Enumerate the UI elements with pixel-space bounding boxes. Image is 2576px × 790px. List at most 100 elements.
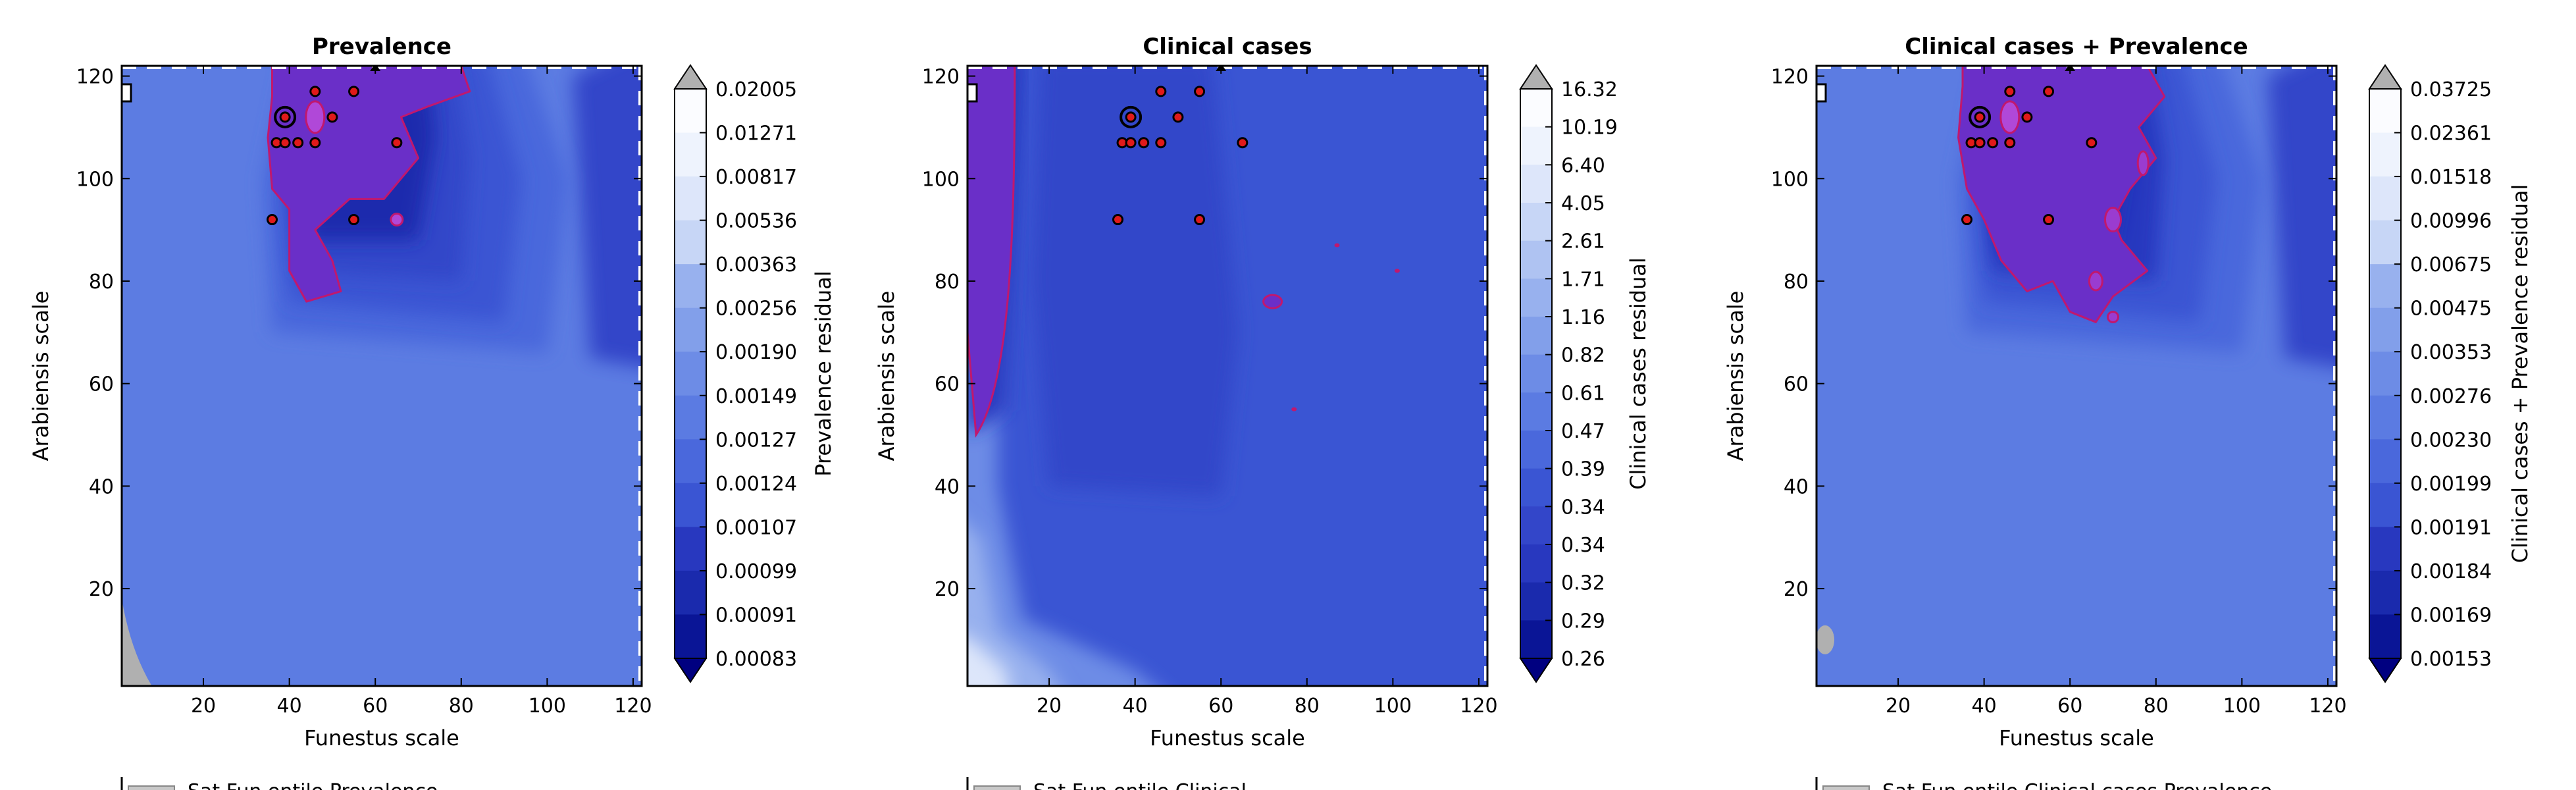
colorbar-tick-label-12: 0.00169 [2410, 604, 2492, 627]
x-tick-label-5: 120 [1460, 695, 1497, 718]
sample-point-5 [1194, 214, 1206, 226]
x-axis-label: Funestus scale [1150, 725, 1305, 750]
colorbar-segment-4 [2369, 264, 2401, 309]
minimum-speck-1 [1394, 269, 1400, 273]
sample-point-7 [348, 86, 360, 97]
heatmap-field [1816, 66, 2336, 686]
colorbar-segment-6 [2369, 352, 2401, 396]
x-tick-label-1: 40 [1123, 695, 1148, 718]
best-fit-point [279, 111, 291, 123]
colorbar-tick-label-2: 6.40 [1561, 154, 1605, 177]
colorbar-segment-8 [1520, 392, 1552, 431]
x-tick-label-3: 80 [2144, 695, 2169, 718]
sample-point-4 [267, 214, 278, 226]
best-fit-point [1125, 111, 1137, 123]
colorbar-tick-label-7: 0.00149 [715, 385, 797, 408]
colorbar-tick-label-9: 0.47 [1561, 420, 1605, 443]
y-tick-label-4: 100 [1771, 168, 1809, 191]
colorbar-segment-2 [2369, 176, 2401, 221]
best-fit-marker [274, 105, 297, 128]
y-tick-label-1: 40 [1784, 475, 1809, 498]
colorbar-segment-2 [1520, 165, 1552, 203]
colorbar-segment-0 [1520, 89, 1552, 128]
colorbar-label: Prevalence residual [811, 271, 836, 477]
y-tick-label-1: 40 [89, 475, 114, 498]
colorbar-tick-label-5: 0.00256 [715, 298, 797, 321]
sample-point-3 [1155, 137, 1167, 149]
y-tick-label-4: 100 [922, 168, 960, 191]
colorbar-frame [674, 88, 707, 659]
colorbar-segment-12 [2369, 614, 2401, 659]
colorbar-over-triangle [673, 64, 708, 90]
colorbar-tick-label-4: 0.00675 [2410, 253, 2492, 276]
y-tick-label-4: 100 [76, 168, 114, 191]
colorbar-tick-label-11: 0.00184 [2410, 560, 2492, 583]
chart-title: Clinical cases [1143, 34, 1312, 60]
colorbar-segment-5 [1520, 278, 1552, 317]
over-range-region [1816, 625, 1835, 654]
colorbar-tick-label-5: 1.71 [1561, 268, 1605, 291]
colorbar-segment-0 [2369, 89, 2401, 134]
colorbar-tick-label-6: 1.16 [1561, 306, 1605, 329]
colorbar-segment-5 [675, 307, 706, 353]
legend-text: Sat Fun entile Clinical [1033, 780, 1247, 790]
colorbar-tick-label-1: 0.01271 [715, 122, 797, 145]
colorbar-tick-label-3: 0.00996 [2410, 210, 2492, 233]
x-tick-label-1: 40 [277, 695, 302, 718]
y-tick-label-0: 20 [1784, 578, 1809, 601]
minimum-residual-region [967, 66, 1016, 438]
colorbar-segment-0 [675, 89, 706, 134]
colorbar-tick-label-0: 0.02005 [715, 78, 797, 101]
sample-point-7 [2043, 86, 2055, 97]
legend-text: Sat Fun entile Prevalence [188, 780, 438, 790]
x-axis-label: Funestus scale [1999, 725, 2154, 750]
colorbar-tick-label-5: 0.00475 [2410, 298, 2492, 321]
x-tick-label-2: 60 [2057, 695, 2082, 718]
colorbar-segment-11 [1520, 506, 1552, 545]
colorbar-over-triangle [1519, 64, 1553, 90]
colorbar-label: Clinical cases residual [1626, 257, 1651, 490]
x-tick-label-0: 20 [1886, 695, 1911, 718]
colorbar-segment-5 [2369, 307, 2401, 353]
colorbar-segment-2 [675, 176, 706, 221]
colorbar-segment-9 [675, 483, 706, 528]
colorbar: 0.02005 0.01271 0.00817 0.00536 0.00363 0.002… [673, 64, 836, 683]
x-tick-label-0: 20 [191, 695, 216, 718]
colorbar-segment-13 [1520, 582, 1552, 621]
colorbar-segment-11 [675, 570, 706, 616]
colorbar-segment-1 [2369, 132, 2401, 178]
y-tick-label-5: 120 [1771, 66, 1809, 89]
colorbar-tick-label-10: 0.00107 [715, 516, 797, 539]
x-tick-label-2: 60 [363, 695, 388, 718]
legend-corner-box [967, 83, 978, 103]
legend-corner-box [122, 83, 132, 103]
sample-point-8 [1172, 111, 1184, 123]
colorbar-frame [1520, 88, 1553, 659]
sample-point-6 [309, 86, 321, 97]
colorbar-segment-8 [2369, 439, 2401, 484]
colorbar-tick-label-15: 0.26 [1561, 648, 1605, 671]
colorbar-segment-7 [675, 395, 706, 440]
y-tick-label-2: 60 [89, 373, 114, 396]
colorbar-tick-label-12: 0.00091 [715, 604, 797, 627]
contour-level-3 [1031, 66, 1239, 496]
colorbar-tick-label-0: 0.03725 [2410, 78, 2492, 101]
minimum-island-0 [2103, 207, 2122, 233]
colorbar-segment-14 [1520, 620, 1552, 659]
chart-title: Prevalence [312, 34, 451, 60]
heatmap-field [967, 66, 1487, 686]
legend-partial: Sat Fun entile Prevalence [120, 777, 438, 790]
colorbar-tick-label-0: 16.32 [1561, 78, 1618, 101]
sample-point-4 [1112, 214, 1124, 226]
sample-point-2 [1138, 137, 1150, 149]
y-axis-label: Arabiensis scale [1723, 291, 1748, 461]
minimum-island-0 [1262, 294, 1283, 309]
y-axis-label: Arabiensis scale [28, 291, 53, 461]
colorbar-segment-1 [1520, 126, 1552, 166]
colorbar: 0.03725 0.02361 0.01518 0.00996 0.00675 0.004… [2368, 64, 2533, 683]
colorbar-segment-12 [1520, 544, 1552, 583]
colorbar-tick-label-7: 0.82 [1561, 344, 1605, 367]
y-tick-label-0: 20 [89, 578, 114, 601]
colorbar-segment-10 [2369, 527, 2401, 571]
colorbar-tick-label-1: 0.02361 [2410, 122, 2492, 145]
